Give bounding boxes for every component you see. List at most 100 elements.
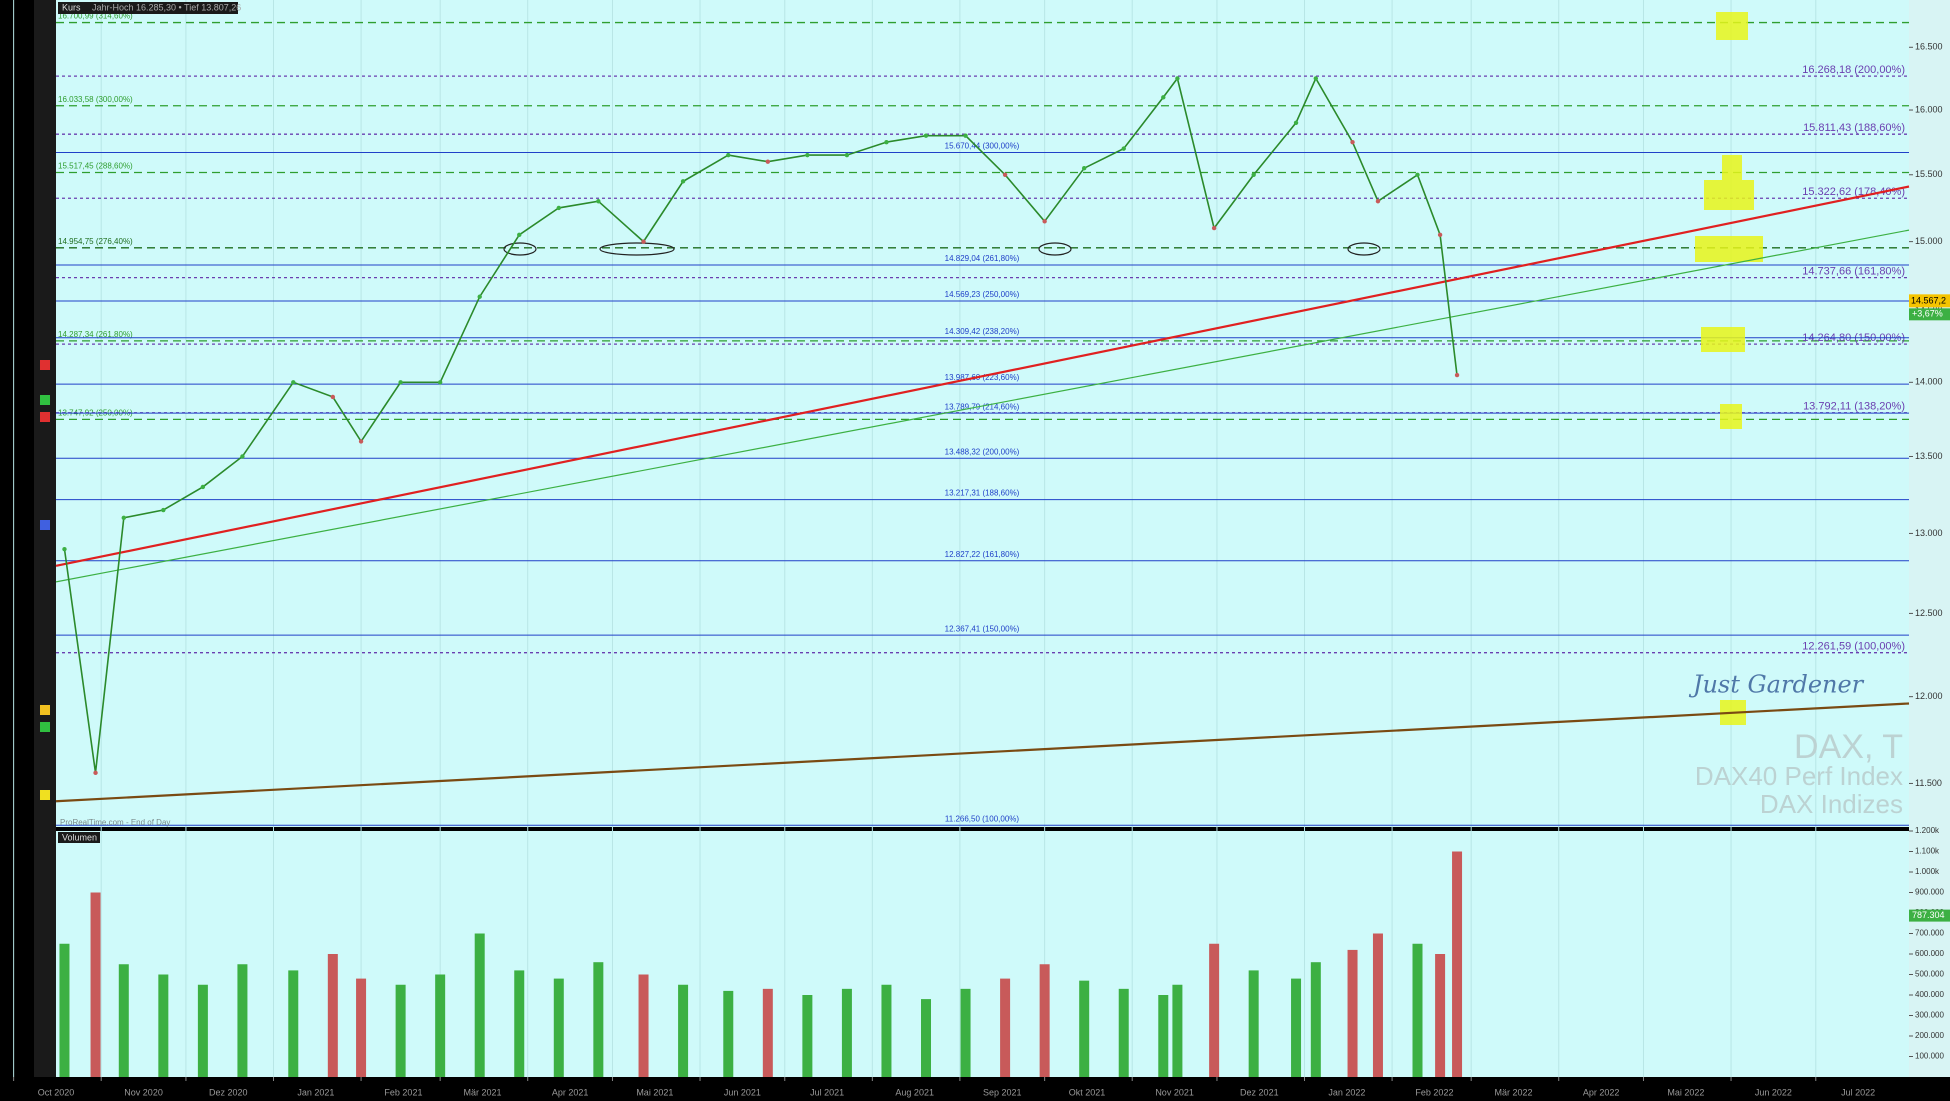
- price-point: [1251, 172, 1256, 177]
- price-point: [1350, 139, 1355, 145]
- last-change-tag: [1909, 308, 1950, 321]
- right-axis: [1909, 0, 1950, 1077]
- level-label: 13.488,32 (200,00%): [945, 447, 1020, 456]
- price-point: [805, 152, 810, 158]
- x-tick-label: Okt 2021: [1069, 1087, 1106, 1097]
- x-tick-label: Nov 2021: [1155, 1087, 1194, 1097]
- level-label: 14.287,34 (261,80%): [58, 330, 133, 339]
- tool-icon[interactable]: [40, 360, 50, 370]
- tool-icon[interactable]: [40, 705, 50, 715]
- chart-title: DAX, T: [1794, 728, 1903, 766]
- level-label: 15.670,44 (300,00%): [945, 142, 1020, 151]
- plot: Oct 2020 Nov 2020 Dez 2020 Jan 2021 Feb 2021…: [13, 42, 1950, 1097]
- tool-icon[interactable]: [40, 412, 50, 422]
- levels: 16.700,99 (314,60%) 16.033,58 (300,00%) 15…: [13, 0, 1909, 1077]
- volume-bar: [1209, 943, 1220, 1077]
- highlight: [1695, 236, 1763, 262]
- marker-ellipse: [1347, 242, 1381, 256]
- volume-label: Volumen: [62, 832, 97, 842]
- volume-bar: [1000, 978, 1011, 1077]
- level-label: 14.309,42 (238,20%): [945, 327, 1020, 336]
- x-tick-label: Jan 2021: [297, 1087, 334, 1097]
- y2-tick-label: 1.200k: [1915, 826, 1940, 835]
- volume-bar: [435, 974, 446, 1077]
- last-price-label: 14.567,2: [1911, 296, 1946, 306]
- trendline: [55, 702, 1910, 803]
- volume-label-box: [58, 832, 100, 843]
- price-point: [641, 239, 646, 244]
- volume-bar: [197, 984, 208, 1077]
- highlight: [1722, 155, 1742, 180]
- price-point: [596, 199, 601, 204]
- price-point: [1293, 120, 1299, 126]
- volume-bar: [158, 974, 169, 1077]
- price-point: [963, 133, 968, 138]
- tool-icon[interactable]: [40, 790, 50, 800]
- header-info: Jahr-Hoch 16.285,30 • Tief 13.807,26: [92, 2, 241, 12]
- header-box: [58, 2, 238, 14]
- volume-bar: [474, 933, 485, 1077]
- volume-bar: [1347, 949, 1358, 1077]
- x-tick-label: Jun 2022: [1755, 1087, 1792, 1097]
- y2-tick-label: 600.000: [1915, 949, 1944, 958]
- level-label: 15.811,43 (188,60%): [1803, 122, 1905, 134]
- volume-bar: [1291, 978, 1302, 1077]
- highlight: [1701, 327, 1745, 352]
- price-point: [517, 232, 522, 238]
- volume-bar: [1158, 995, 1169, 1077]
- level-label: 13.987,60 (223,60%): [945, 373, 1020, 382]
- annotation: Just Gardener: [1688, 671, 1865, 699]
- price-point: [1081, 165, 1087, 171]
- last-volume-tag: [1909, 909, 1950, 922]
- volume-bar: [237, 964, 248, 1077]
- level-label: 13.217,31 (188,60%): [945, 489, 1020, 498]
- x-tick-label: Nov 2020: [124, 1087, 163, 1097]
- toolbar[interactable]: [34, 0, 56, 1077]
- last-volume-label: 787.304: [1912, 910, 1945, 920]
- header-label: Kurs: [62, 2, 81, 12]
- y2-tick-label: 300.000: [1915, 1011, 1944, 1020]
- level-label: 16.700,99 (314,60%): [58, 12, 133, 21]
- volume-bar: [59, 943, 70, 1077]
- volume-bar: [638, 974, 649, 1077]
- level-label: 16.033,58 (300,00%): [58, 95, 133, 104]
- price-point: [240, 454, 245, 459]
- chart-subtitle: DAX40 Perf Index: [1695, 761, 1903, 791]
- volume-bar: [395, 984, 406, 1077]
- price-point: [93, 770, 98, 776]
- price-point: [358, 439, 364, 444]
- volume-bar: [841, 988, 852, 1077]
- level-label: 16.268,18 (200,00%): [1802, 64, 1905, 76]
- level-label: 11.266,50 (100,00%): [945, 814, 1019, 823]
- level-label: 14.737,66 (161,80%): [1802, 266, 1905, 278]
- last-price-tag: [1909, 294, 1950, 308]
- y-tick-label: 15.500: [1915, 169, 1943, 179]
- x-tick-label: Mai 2021: [636, 1087, 673, 1097]
- level-label: 13.792,11 (138,20%): [1803, 401, 1905, 413]
- price-point: [1313, 76, 1319, 81]
- x-tick-label: Sep 2021: [983, 1087, 1022, 1097]
- level-label: 15.322,62 (178,40%): [1802, 186, 1905, 198]
- y2-tick-label: 700.000: [1915, 929, 1944, 938]
- trendline: [55, 185, 1910, 567]
- volume-bar: [1372, 933, 1383, 1077]
- marker-ellipse: [599, 242, 675, 256]
- y-tick-label: 14.000: [1915, 377, 1943, 387]
- x-tick-label: Jul 2021: [810, 1087, 844, 1097]
- volume-bar: [1412, 943, 1423, 1077]
- y-tick-label: 16.000: [1915, 104, 1943, 114]
- y-tick-label: 13.500: [1915, 451, 1943, 461]
- y2-tick-label: 1.000k: [1915, 867, 1940, 876]
- volume-bar: [881, 984, 892, 1077]
- price-point: [437, 380, 443, 385]
- price-point: [1211, 225, 1217, 231]
- tool-icon[interactable]: [40, 722, 50, 732]
- chart-subtitle: DAX Indizes: [1760, 789, 1903, 819]
- volume-bar: [553, 978, 564, 1077]
- price-point: [200, 484, 206, 490]
- tool-icon[interactable]: [40, 520, 50, 530]
- tool-icon[interactable]: [40, 395, 50, 405]
- y-tick-label: 13.000: [1915, 528, 1943, 538]
- level-label: 12.827,22 (161,80%): [945, 550, 1020, 559]
